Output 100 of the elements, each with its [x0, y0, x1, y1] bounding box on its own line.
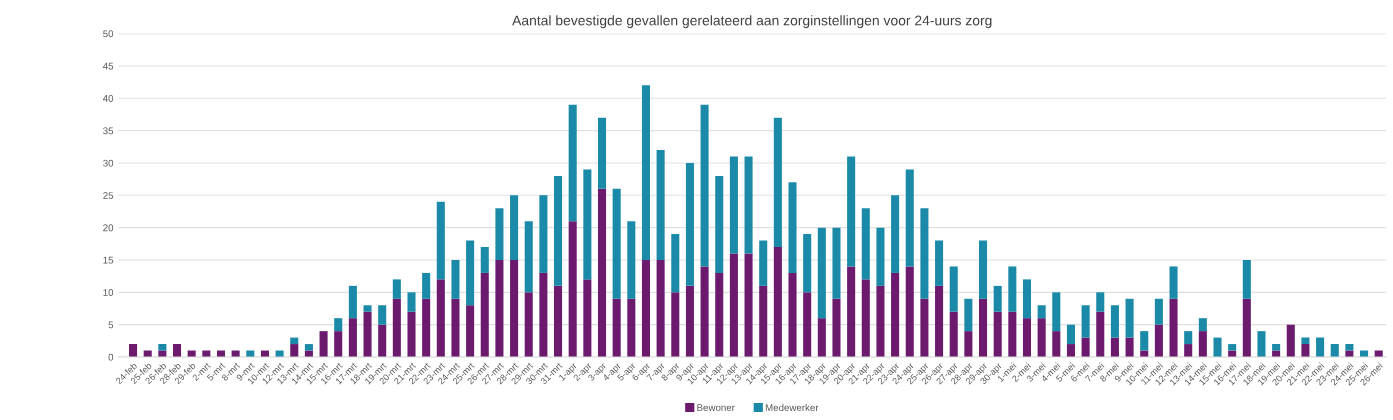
bar [1037, 318, 1046, 357]
bar [964, 298, 973, 332]
bar [891, 272, 900, 357]
bar [1140, 331, 1149, 351]
bar [1330, 344, 1339, 357]
bar [451, 259, 460, 299]
bar [861, 279, 870, 357]
bar [348, 285, 357, 319]
bar [583, 169, 592, 280]
bar [1228, 344, 1237, 351]
bar [935, 240, 944, 286]
bar [729, 253, 738, 357]
bar [817, 318, 826, 357]
bar [583, 279, 592, 357]
bar [949, 311, 958, 357]
bar [1316, 337, 1325, 357]
bar [1096, 311, 1105, 357]
bar [129, 344, 138, 357]
bar [539, 272, 548, 357]
bar [1125, 337, 1134, 357]
y-tick-label: 10 [103, 289, 114, 296]
bar [1052, 292, 1061, 332]
bar [319, 331, 328, 357]
bar [656, 150, 665, 260]
bar [964, 331, 973, 357]
bar [392, 298, 401, 357]
bar [407, 292, 416, 312]
bar [1301, 344, 1310, 357]
bar [935, 285, 944, 357]
bar [832, 227, 841, 299]
bar [773, 247, 782, 357]
bar [334, 318, 343, 332]
bar [949, 266, 958, 312]
bar [979, 240, 988, 299]
bar [700, 104, 709, 267]
bar [1345, 344, 1354, 351]
bar [744, 253, 753, 357]
bar [597, 188, 607, 357]
bar [422, 272, 431, 299]
bar [334, 331, 343, 357]
bar [1066, 324, 1075, 345]
bar [495, 259, 504, 357]
bar [363, 311, 372, 357]
bar [304, 344, 313, 351]
bar [480, 272, 489, 357]
legend-label: Bewoner [697, 404, 735, 412]
bar [378, 324, 387, 357]
y-tick-label: 50 [103, 30, 114, 38]
y-tick-label: 40 [102, 95, 114, 102]
bar [1110, 337, 1119, 357]
bar [290, 344, 299, 357]
bar [1081, 337, 1090, 357]
bar [348, 318, 357, 357]
bar [436, 201, 445, 280]
bar [172, 344, 182, 357]
bar [641, 85, 650, 260]
bar [1257, 331, 1266, 357]
bar [700, 266, 709, 357]
bar [1184, 331, 1193, 345]
bar [832, 298, 841, 357]
bar [847, 266, 856, 357]
bar [685, 285, 694, 357]
bar [554, 175, 563, 286]
bar [905, 266, 914, 357]
y-tick-label: 35 [103, 127, 114, 135]
bar [715, 175, 724, 273]
bar [861, 208, 870, 280]
bar [378, 305, 387, 325]
bar [1184, 344, 1193, 357]
y-tick-label: 5 [108, 321, 114, 329]
bar [656, 259, 665, 357]
bar [597, 117, 607, 189]
bar [1022, 279, 1032, 319]
bar [685, 162, 694, 286]
bar [641, 259, 650, 357]
bar [1008, 311, 1017, 357]
bar [744, 156, 753, 254]
y-tick-label: 0 [108, 353, 114, 361]
bar [524, 292, 533, 357]
bar [759, 285, 768, 357]
bar [539, 195, 548, 273]
bar [510, 259, 519, 357]
bar [1198, 318, 1207, 332]
bar [524, 221, 533, 293]
bar [715, 272, 724, 357]
bar [1154, 298, 1163, 325]
bar [466, 305, 475, 357]
bar [554, 285, 563, 357]
bar [1081, 305, 1090, 338]
bar [436, 279, 445, 357]
bar [1242, 298, 1251, 357]
bar [407, 311, 416, 357]
bar [1301, 337, 1310, 345]
bar [1154, 324, 1163, 357]
bar [1169, 266, 1178, 299]
bar [876, 285, 885, 357]
bar [671, 234, 680, 293]
bar [1066, 344, 1075, 357]
bar [803, 292, 812, 357]
bar [510, 195, 519, 260]
